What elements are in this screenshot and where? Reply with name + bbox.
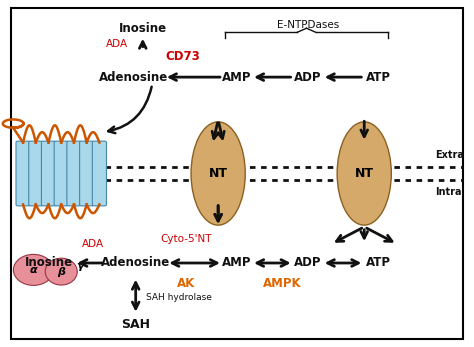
Ellipse shape — [13, 254, 54, 285]
Text: SAH: SAH — [121, 319, 150, 331]
FancyBboxPatch shape — [67, 141, 81, 206]
Ellipse shape — [337, 122, 392, 225]
Text: Inosine: Inosine — [118, 23, 167, 35]
Ellipse shape — [45, 258, 77, 285]
Text: Intra: Intra — [435, 187, 461, 197]
Text: ATP: ATP — [366, 256, 391, 270]
Text: Adenosine: Adenosine — [99, 71, 168, 84]
Text: SAH hydrolase: SAH hydrolase — [146, 293, 212, 302]
Text: Adenosine: Adenosine — [101, 256, 170, 270]
Text: Cyto-5'NT: Cyto-5'NT — [161, 234, 212, 244]
Text: AMPK: AMPK — [263, 277, 301, 290]
Text: AMP: AMP — [222, 71, 252, 84]
Text: CD73: CD73 — [165, 50, 200, 63]
Text: ADA: ADA — [82, 239, 104, 249]
Ellipse shape — [191, 122, 245, 225]
Text: ADP: ADP — [294, 256, 321, 270]
Text: NT: NT — [209, 167, 228, 180]
Text: ATP: ATP — [366, 71, 391, 84]
Text: Extra: Extra — [435, 150, 464, 160]
Text: γ: γ — [77, 261, 84, 271]
Text: ADA: ADA — [106, 40, 128, 49]
Text: AMP: AMP — [222, 256, 252, 270]
FancyBboxPatch shape — [54, 141, 68, 206]
Text: Inosine: Inosine — [25, 256, 73, 270]
FancyBboxPatch shape — [16, 141, 30, 206]
Text: E-NTPDases: E-NTPDases — [276, 20, 339, 31]
FancyBboxPatch shape — [41, 141, 55, 206]
Text: NT: NT — [355, 167, 374, 180]
FancyBboxPatch shape — [80, 141, 94, 206]
Text: β: β — [57, 266, 65, 277]
Text: ADP: ADP — [294, 71, 321, 84]
Text: AK: AK — [177, 277, 195, 290]
FancyBboxPatch shape — [92, 141, 107, 206]
Text: α: α — [29, 265, 37, 275]
FancyBboxPatch shape — [29, 141, 43, 206]
